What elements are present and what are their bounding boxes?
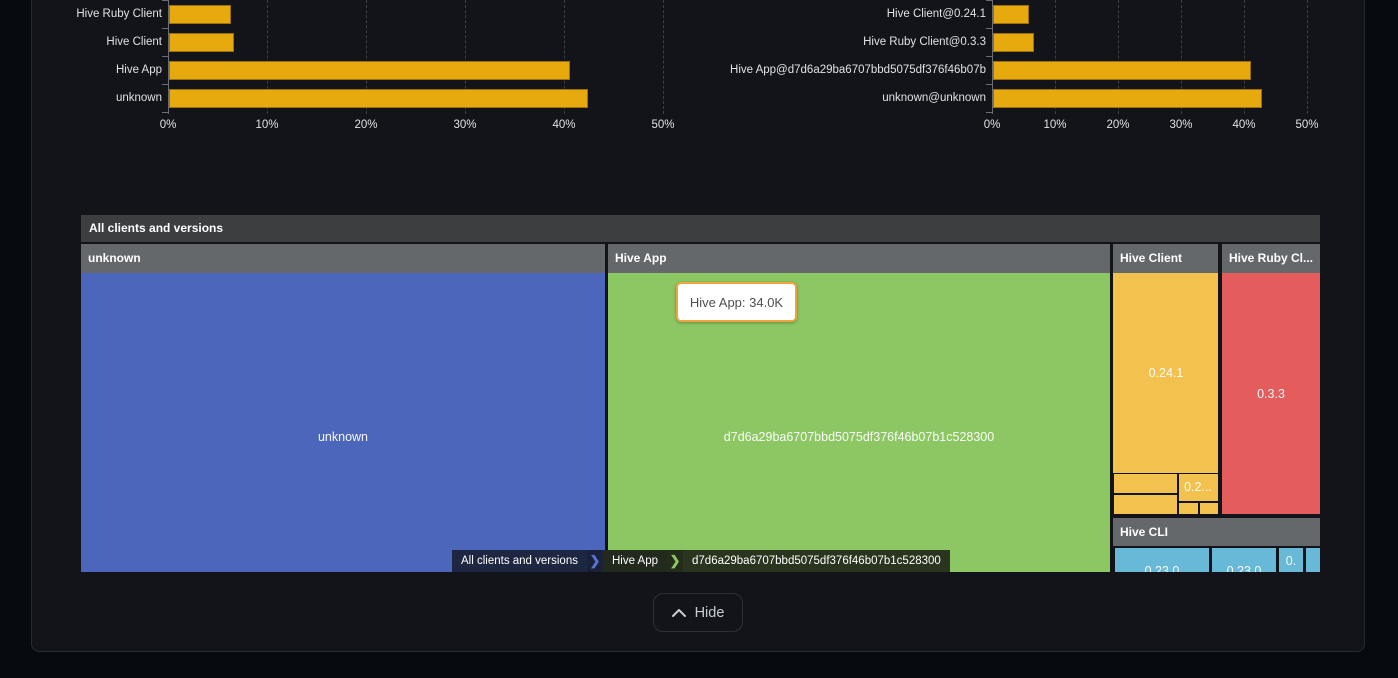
treemap-group-header[interactable]: Hive CLI [1113,518,1320,546]
breadcrumb-segment[interactable]: d7d6a29ba6707bbd5075df376f46b07b1c528300 [683,550,950,572]
breadcrumb-segment[interactable]: Hive App [602,550,668,572]
bar-category-label: Hive App [115,64,162,76]
y-axis-tick [986,28,992,29]
treemap-title: All clients and versions [81,215,1320,242]
bar[interactable] [169,61,570,80]
y-axis-line [168,0,169,114]
y-axis-tick [162,112,168,113]
hide-button-label: Hide [694,604,725,621]
bar-category-label: unknown [115,92,162,104]
grid-line [267,0,268,114]
x-axis-tick-label: 10% [255,119,279,131]
bar[interactable] [169,5,231,24]
y-axis-tick [162,0,168,1]
treemap-cell[interactable] [1200,503,1218,514]
bar[interactable] [993,33,1034,52]
bar[interactable] [993,89,1262,108]
bar-category-label: Hive Ruby Client@0.3.3 [863,36,986,48]
treemap-breadcrumb: All clients and versions ❯ Hive App ❯ d7d6a2… [452,550,950,572]
grid-line [1244,0,1245,114]
x-axis-tick-label: 0% [983,119,1001,131]
grid-line [663,0,664,114]
treemap-cell[interactable] [1114,495,1177,514]
hide-button[interactable]: Hide [653,593,743,632]
bar[interactable] [993,61,1251,80]
y-axis-tick [162,28,168,29]
treemap-cell[interactable] [1179,474,1218,501]
client-versions-bar-chart: 0% 10% 20% 30% 40% 50% Hive Client@0.24.1 Hive … [698,0,1398,140]
bar[interactable] [169,89,588,108]
x-axis-tick-label: 40% [552,119,576,131]
y-axis-tick [986,112,992,113]
y-axis-tick [986,56,992,57]
treemap-tooltip: Hive App: 34.0K [676,282,797,322]
grid-line [465,0,466,114]
grid-line [1307,0,1308,114]
y-axis-tick [986,0,992,1]
treemap-group-header[interactable]: Hive App [608,244,1110,273]
grid-line [1118,0,1119,114]
grid-line [1055,0,1056,114]
treemap-cell[interactable] [1114,474,1177,493]
bar-category-label: unknown@unknown [882,92,986,104]
y-axis-tick [162,56,168,57]
x-axis-tick-label: 40% [1232,119,1256,131]
treemap-group-header[interactable]: Hive Ruby Cl... [1222,244,1320,273]
bar[interactable] [169,33,234,52]
treemap-group-header[interactable]: unknown [81,244,605,273]
bar-category-label: Hive Ruby Client [76,8,162,20]
treemap-cell[interactable] [1306,548,1320,572]
chevron-up-icon [671,608,686,617]
y-axis-tick [162,84,168,85]
treemap-cell[interactable] [1113,273,1218,473]
x-axis-tick-label: 30% [453,119,477,131]
grid-line [564,0,565,114]
grid-line [366,0,367,114]
x-axis-tick-label: 50% [651,119,675,131]
treemap-cell[interactable] [1222,273,1320,514]
grid-line [1181,0,1182,114]
bar[interactable] [993,5,1029,24]
treemap-cell[interactable] [1179,503,1198,514]
bar-category-label: Hive Client@0.24.1 [886,8,986,20]
y-axis-line [992,0,993,114]
breadcrumb-chevron-icon: ❯ [667,550,684,572]
x-axis-tick-label: 10% [1043,119,1067,131]
treemap-group-header[interactable]: Hive Client [1113,244,1218,273]
breadcrumb-segment[interactable]: All clients and versions [452,550,587,572]
clients-share-bar-chart: 0% 10% 20% 30% 40% 50% Hive Ruby Client Hive Cl… [0,0,698,140]
bar-category-label: Hive App@d7d6a29ba6707bbd5075df376f46b07… [730,64,986,76]
treemap-cell[interactable] [608,273,1110,572]
x-axis-tick-label: 20% [354,119,378,131]
clients-versions-treemap: All clients and versions unknown unknown Hi… [81,215,1320,572]
treemap-cell[interactable] [1115,548,1209,572]
treemap-cell[interactable] [1279,548,1303,572]
treemap-cell[interactable] [1212,548,1276,572]
breadcrumb-chevron-icon: ❯ [586,550,603,572]
tooltip-text: Hive App: 34.0K [689,294,784,310]
treemap-cell[interactable] [81,273,605,572]
bar-category-label: Hive Client [106,36,162,48]
x-axis-tick-label: 0% [159,119,177,131]
y-axis-tick [986,84,992,85]
x-axis-tick-label: 50% [1295,119,1319,131]
x-axis-tick-label: 20% [1106,119,1130,131]
x-axis-tick-label: 30% [1169,119,1193,131]
